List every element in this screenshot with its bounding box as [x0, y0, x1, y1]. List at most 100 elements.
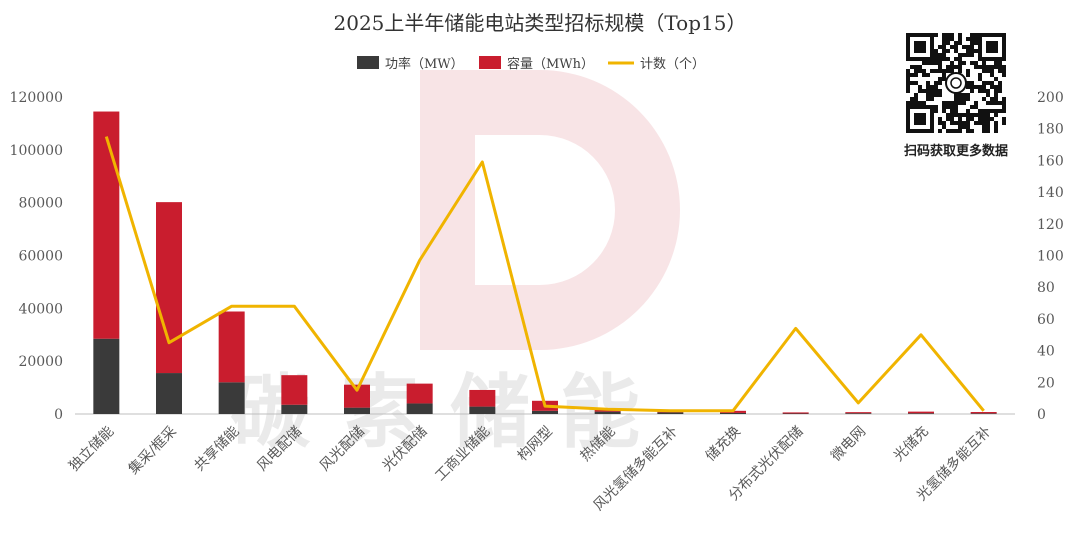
qr-module	[906, 89, 910, 93]
qr-module	[994, 97, 998, 101]
qr-module	[1002, 73, 1006, 77]
qr-module	[958, 65, 962, 69]
qr-module	[970, 49, 974, 53]
qr-module	[986, 117, 990, 121]
qr-module	[946, 37, 950, 41]
qr-module	[974, 37, 978, 41]
qr-module	[934, 85, 938, 89]
qr-module	[994, 121, 998, 125]
bar-power	[281, 404, 308, 414]
qr-module	[998, 109, 1002, 113]
qr-module	[910, 101, 914, 105]
qr-module	[954, 109, 958, 113]
qr-module	[914, 97, 918, 101]
qr-module	[958, 37, 962, 41]
qr-module	[966, 53, 970, 57]
qr-module	[950, 113, 954, 117]
category-label: 独立储能	[66, 424, 117, 475]
count-line-path	[104, 136, 985, 413]
qr-module	[998, 61, 1002, 65]
qr-module	[946, 65, 950, 69]
qr-module	[934, 109, 938, 113]
qr-module	[990, 97, 994, 101]
qr-module	[978, 117, 982, 121]
qr-module	[938, 69, 942, 73]
category-labels: 独立储能 集采/框采 共享储能 风电配储 风光配储 光伏配储 工商业储能 构网型 热储能风光氢储…	[66, 423, 994, 514]
wechat-icon	[945, 72, 967, 94]
y-right-tick-label: 180	[1037, 122, 1064, 138]
qr-module	[946, 113, 950, 117]
qr-module	[950, 129, 954, 133]
qr-module	[990, 101, 994, 105]
qr-module	[906, 81, 910, 85]
qr-module	[934, 53, 938, 57]
qr-module	[982, 125, 986, 129]
qr-module	[982, 117, 986, 121]
bar-power	[970, 413, 997, 414]
count-line	[104, 136, 985, 413]
qr-module	[946, 105, 950, 109]
qr-module	[958, 101, 962, 105]
qr-module	[958, 57, 962, 61]
qr-module	[922, 73, 926, 77]
qr-module	[914, 101, 918, 105]
qr-module	[942, 101, 946, 105]
qr-module	[926, 93, 930, 97]
qr-module	[938, 61, 942, 65]
qr-module	[966, 109, 970, 113]
qr-module	[970, 117, 974, 121]
qr-module	[906, 69, 910, 73]
wechat-icon-inner	[950, 77, 962, 89]
watermark-logo	[420, 70, 680, 350]
qr-module	[938, 129, 942, 133]
qr-module	[958, 117, 962, 121]
qr-module	[950, 65, 954, 69]
qr-module	[958, 53, 962, 57]
qr-module	[994, 61, 998, 65]
qr-module	[986, 69, 990, 73]
qr-module	[974, 85, 978, 89]
qr-module	[914, 73, 918, 77]
qr-module	[906, 73, 910, 77]
qr-module	[978, 85, 982, 89]
y-left-tick-label: 100000	[10, 143, 63, 159]
qr-module	[954, 93, 958, 97]
y-right-tick-label: 200	[1037, 90, 1064, 106]
qr-module	[994, 89, 998, 93]
qr-module	[946, 69, 950, 73]
qr-module	[954, 97, 958, 101]
qr-module	[986, 121, 990, 125]
qr-module	[918, 101, 922, 105]
y-right-tick-label: 160	[1037, 153, 1064, 169]
qr-module	[914, 93, 918, 97]
qr-module	[994, 85, 998, 89]
bar-power	[218, 382, 245, 414]
bar-capacity	[156, 202, 182, 374]
bar-capacity	[218, 311, 245, 383]
qr-module	[962, 97, 966, 101]
bar-capacity	[908, 411, 934, 414]
qr-module	[994, 65, 998, 69]
qr-module	[978, 73, 982, 77]
qr-module	[970, 81, 974, 85]
qr-module	[970, 129, 974, 133]
category-label: 光储充	[891, 424, 932, 465]
bar-power	[406, 403, 433, 414]
qr-module	[934, 89, 938, 93]
qr-module	[958, 97, 962, 101]
qr-module	[982, 89, 986, 93]
qr-module	[986, 125, 990, 129]
qr-module	[982, 65, 986, 69]
qr-module	[910, 97, 914, 101]
bar-capacity	[782, 412, 809, 414]
qr-module	[942, 105, 946, 109]
qr-module	[994, 77, 998, 81]
y-right-tick-label: 120	[1037, 217, 1064, 233]
qr-module	[958, 121, 962, 125]
qr-module	[942, 69, 946, 73]
qr-module	[954, 113, 958, 117]
qr-code[interactable]	[902, 29, 1010, 137]
qr-module	[974, 101, 978, 105]
qr-module	[978, 77, 982, 81]
